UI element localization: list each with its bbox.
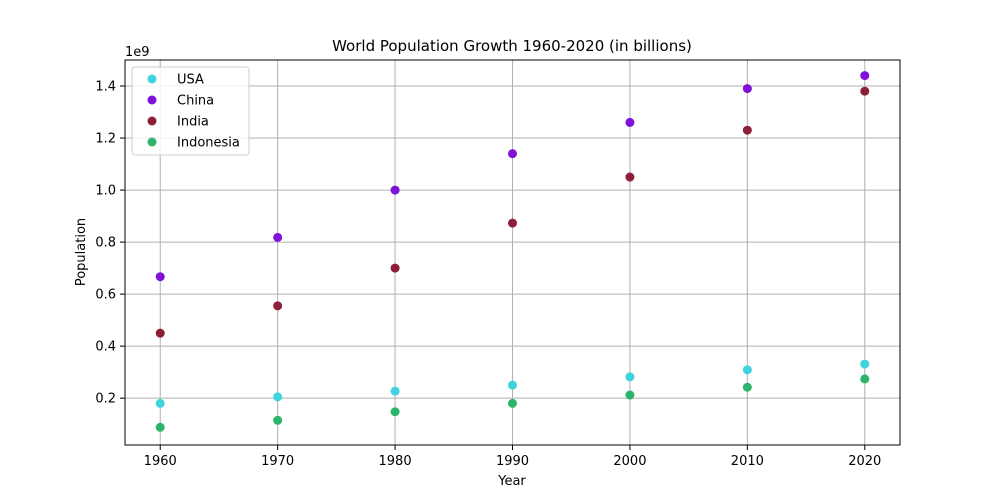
data-point-china-1960 bbox=[155, 272, 165, 282]
grid bbox=[125, 60, 900, 445]
x-axis-ticks: 1960 1970 1980 1990 2000 2010 2020 bbox=[144, 445, 881, 469]
legend-label-china: China bbox=[177, 94, 214, 109]
legend-marker-indonesia bbox=[147, 137, 157, 147]
y-tick-label: 1.4 bbox=[95, 80, 116, 95]
data-point-usa-1990 bbox=[508, 380, 517, 390]
data-point-india-2000 bbox=[625, 172, 635, 182]
legend-marker-china bbox=[147, 95, 157, 105]
x-tick-label: 1960 bbox=[144, 454, 177, 469]
data-point-indonesia-2000 bbox=[625, 390, 635, 400]
legend-box bbox=[131, 66, 250, 156]
legend-marker-india bbox=[147, 116, 157, 126]
data-point-india-1970 bbox=[273, 301, 283, 311]
legend-marker-usa bbox=[147, 74, 157, 84]
chart-title: World Population Growth 1960-2020 (in bi… bbox=[332, 37, 692, 55]
data-point-indonesia-2020 bbox=[860, 374, 870, 384]
data-point-indonesia-1990 bbox=[508, 398, 517, 408]
data-point-china-2020 bbox=[860, 71, 870, 81]
y-axis-offset-label: 1e9 bbox=[125, 45, 150, 60]
legend-label-usa: USA bbox=[177, 73, 204, 88]
data-point-usa-1980 bbox=[390, 386, 400, 396]
data-point-indonesia-1960 bbox=[155, 422, 165, 432]
x-tick-label: 1970 bbox=[261, 454, 294, 469]
y-tick-label: 0.4 bbox=[95, 340, 116, 355]
data-point-usa-2000 bbox=[625, 372, 635, 382]
y-tick-label: 0.6 bbox=[95, 288, 116, 303]
data-point-china-2010 bbox=[742, 84, 752, 94]
x-tick-label: 1980 bbox=[379, 454, 412, 469]
data-point-india-1960 bbox=[155, 328, 165, 338]
data-point-china-1990 bbox=[508, 149, 517, 159]
y-tick-label: 1.0 bbox=[95, 184, 116, 199]
legend-label-indonesia: Indonesia bbox=[177, 136, 240, 151]
x-axis-label: Year bbox=[497, 474, 526, 489]
data-point-india-2020 bbox=[860, 86, 870, 96]
data-point-indonesia-2010 bbox=[742, 382, 752, 392]
y-axis-ticks: 0.2 0.4 0.6 0.8 1.0 1.2 1.4 bbox=[95, 80, 125, 407]
y-axis-label: Population bbox=[74, 218, 89, 286]
x-tick-label: 2000 bbox=[613, 454, 646, 469]
data-point-usa-2010 bbox=[742, 365, 752, 375]
data-point-china-1970 bbox=[273, 232, 283, 242]
data-point-usa-2020 bbox=[860, 359, 870, 369]
data-point-india-1980 bbox=[390, 263, 400, 273]
y-tick-label: 0.2 bbox=[95, 392, 116, 407]
data-point-indonesia-1970 bbox=[273, 415, 283, 425]
legend: USA China India Indonesia bbox=[131, 66, 250, 156]
data-point-usa-1960 bbox=[155, 398, 165, 408]
x-tick-label: 2020 bbox=[848, 454, 881, 469]
data-point-india-2010 bbox=[742, 125, 752, 135]
data-point-usa-1970 bbox=[273, 392, 283, 402]
y-tick-label: 0.8 bbox=[95, 236, 116, 251]
legend-label-india: India bbox=[177, 115, 209, 130]
data-point-india-1990 bbox=[508, 218, 517, 228]
data-point-china-2000 bbox=[625, 117, 635, 127]
data-point-indonesia-1980 bbox=[390, 407, 400, 417]
data-points bbox=[155, 71, 870, 432]
data-point-china-1980 bbox=[390, 185, 400, 195]
x-tick-label: 1990 bbox=[496, 454, 529, 469]
x-tick-label: 2010 bbox=[731, 454, 764, 469]
y-tick-label: 1.2 bbox=[95, 132, 116, 147]
legend-items: USA China India Indonesia bbox=[147, 73, 240, 151]
